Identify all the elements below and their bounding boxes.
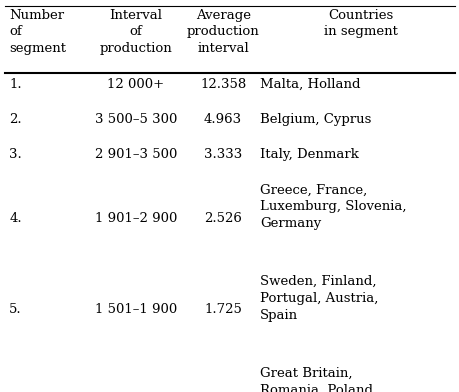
- Text: 3.333: 3.333: [203, 148, 242, 161]
- Text: Countries
in segment: Countries in segment: [324, 9, 397, 38]
- Text: 1 501–1 900: 1 501–1 900: [95, 303, 176, 316]
- Text: Italy, Denmark: Italy, Denmark: [259, 148, 358, 161]
- Text: 2.: 2.: [9, 113, 22, 126]
- Text: 1.: 1.: [9, 78, 22, 91]
- Text: 12.358: 12.358: [200, 78, 246, 91]
- Text: Number
of
segment: Number of segment: [9, 9, 66, 54]
- Text: Sweden, Finland,
Portugal, Austria,
Spain: Sweden, Finland, Portugal, Austria, Spai…: [259, 275, 377, 322]
- Text: Belgium, Cyprus: Belgium, Cyprus: [259, 113, 370, 126]
- Text: Average
production
interval: Average production interval: [186, 9, 259, 54]
- Text: Malta, Holland: Malta, Holland: [259, 78, 359, 91]
- Text: 5.: 5.: [9, 303, 22, 316]
- Text: Great Britain,
Romania, Poland,
Hungary, Ireland, SR,
Czech Republic: Great Britain, Romania, Poland, Hungary,…: [259, 367, 405, 392]
- Text: Interval
of
production: Interval of production: [99, 9, 172, 54]
- Text: 4.: 4.: [9, 212, 22, 225]
- Text: 1 901–2 900: 1 901–2 900: [94, 212, 177, 225]
- Text: 3.: 3.: [9, 148, 22, 161]
- Text: Greece, France,
Luxemburg, Slovenia,
Germany: Greece, France, Luxemburg, Slovenia, Ger…: [259, 183, 405, 230]
- Text: 1.725: 1.725: [204, 303, 241, 316]
- Text: 4.963: 4.963: [204, 113, 241, 126]
- Text: 3 500–5 300: 3 500–5 300: [94, 113, 177, 126]
- Text: 2.526: 2.526: [204, 212, 241, 225]
- Text: 2 901–3 500: 2 901–3 500: [94, 148, 177, 161]
- Text: 12 000+: 12 000+: [107, 78, 164, 91]
